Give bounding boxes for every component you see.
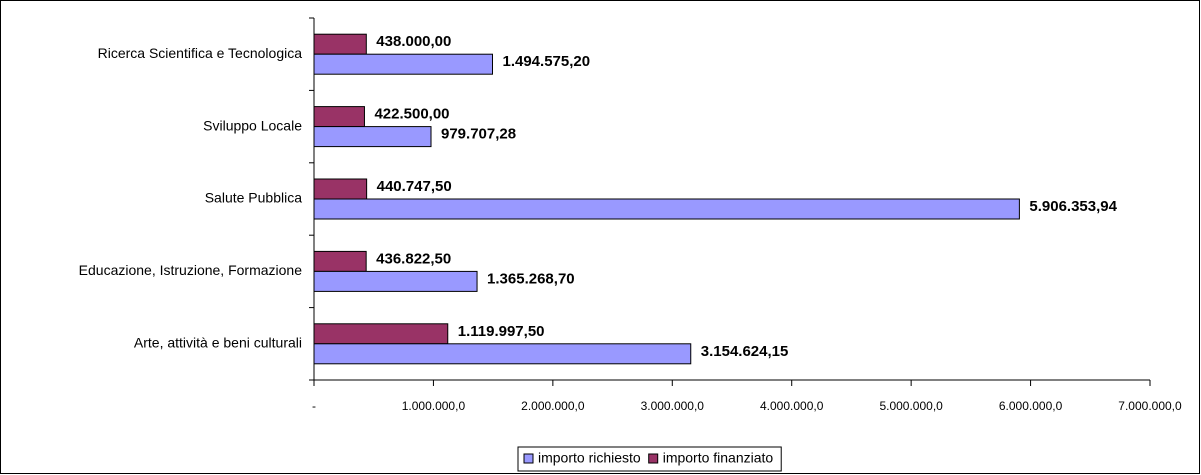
value-label: 438.000,00: [376, 33, 451, 50]
x-tick-label: 3.000.000,0: [641, 399, 705, 413]
bar: [313, 33, 367, 55]
value-label: 436.822,50: [376, 250, 451, 267]
bar: [313, 323, 449, 345]
bar: [313, 53, 493, 75]
x-tick-label: 6.000.000,0: [999, 399, 1063, 413]
x-tick-label: 5.000.000,0: [879, 399, 943, 413]
value-label: 422.500,00: [374, 106, 449, 123]
y-tick-label: Sviluppo Locale: [203, 117, 302, 133]
legend-swatch: [523, 453, 534, 464]
value-label: 440.747,50: [377, 178, 452, 195]
bar: [313, 250, 367, 272]
bar: [313, 178, 368, 200]
value-label: 5.906.353,94: [1029, 198, 1117, 215]
x-tick-label: 2.000.000,0: [521, 399, 585, 413]
bar: [313, 198, 1020, 220]
value-label: 1.119.997,50: [458, 323, 545, 340]
bar: [313, 106, 365, 128]
legend-label: importo finanziato: [663, 450, 774, 466]
x-tick-label: 4.000.000,0: [760, 399, 824, 413]
value-label: 1.494.575,20: [502, 53, 590, 70]
x-tick-label: 1.000.000,0: [402, 399, 466, 413]
value-label: 3.154.624,15: [701, 343, 789, 360]
bar: [313, 270, 478, 292]
y-tick-label: Ricerca Scientifica e Tecnologica: [98, 45, 303, 61]
y-tick-label: Salute Pubblica: [205, 190, 303, 206]
y-tick-label: Arte, attività e beni culturali: [134, 335, 302, 351]
x-tick-label: 7.000.000,0: [1118, 399, 1182, 413]
legend-label: importo richiesto: [538, 450, 641, 466]
y-tick-label: Educazione, Istruzione, Formazione: [79, 262, 303, 278]
bar: [313, 126, 432, 148]
legend-swatch: [648, 453, 659, 464]
x-tick-label: -: [312, 399, 316, 413]
bar: [313, 343, 692, 365]
value-label: 1.365.268,70: [487, 270, 575, 287]
value-label: 979.707,28: [441, 126, 516, 143]
